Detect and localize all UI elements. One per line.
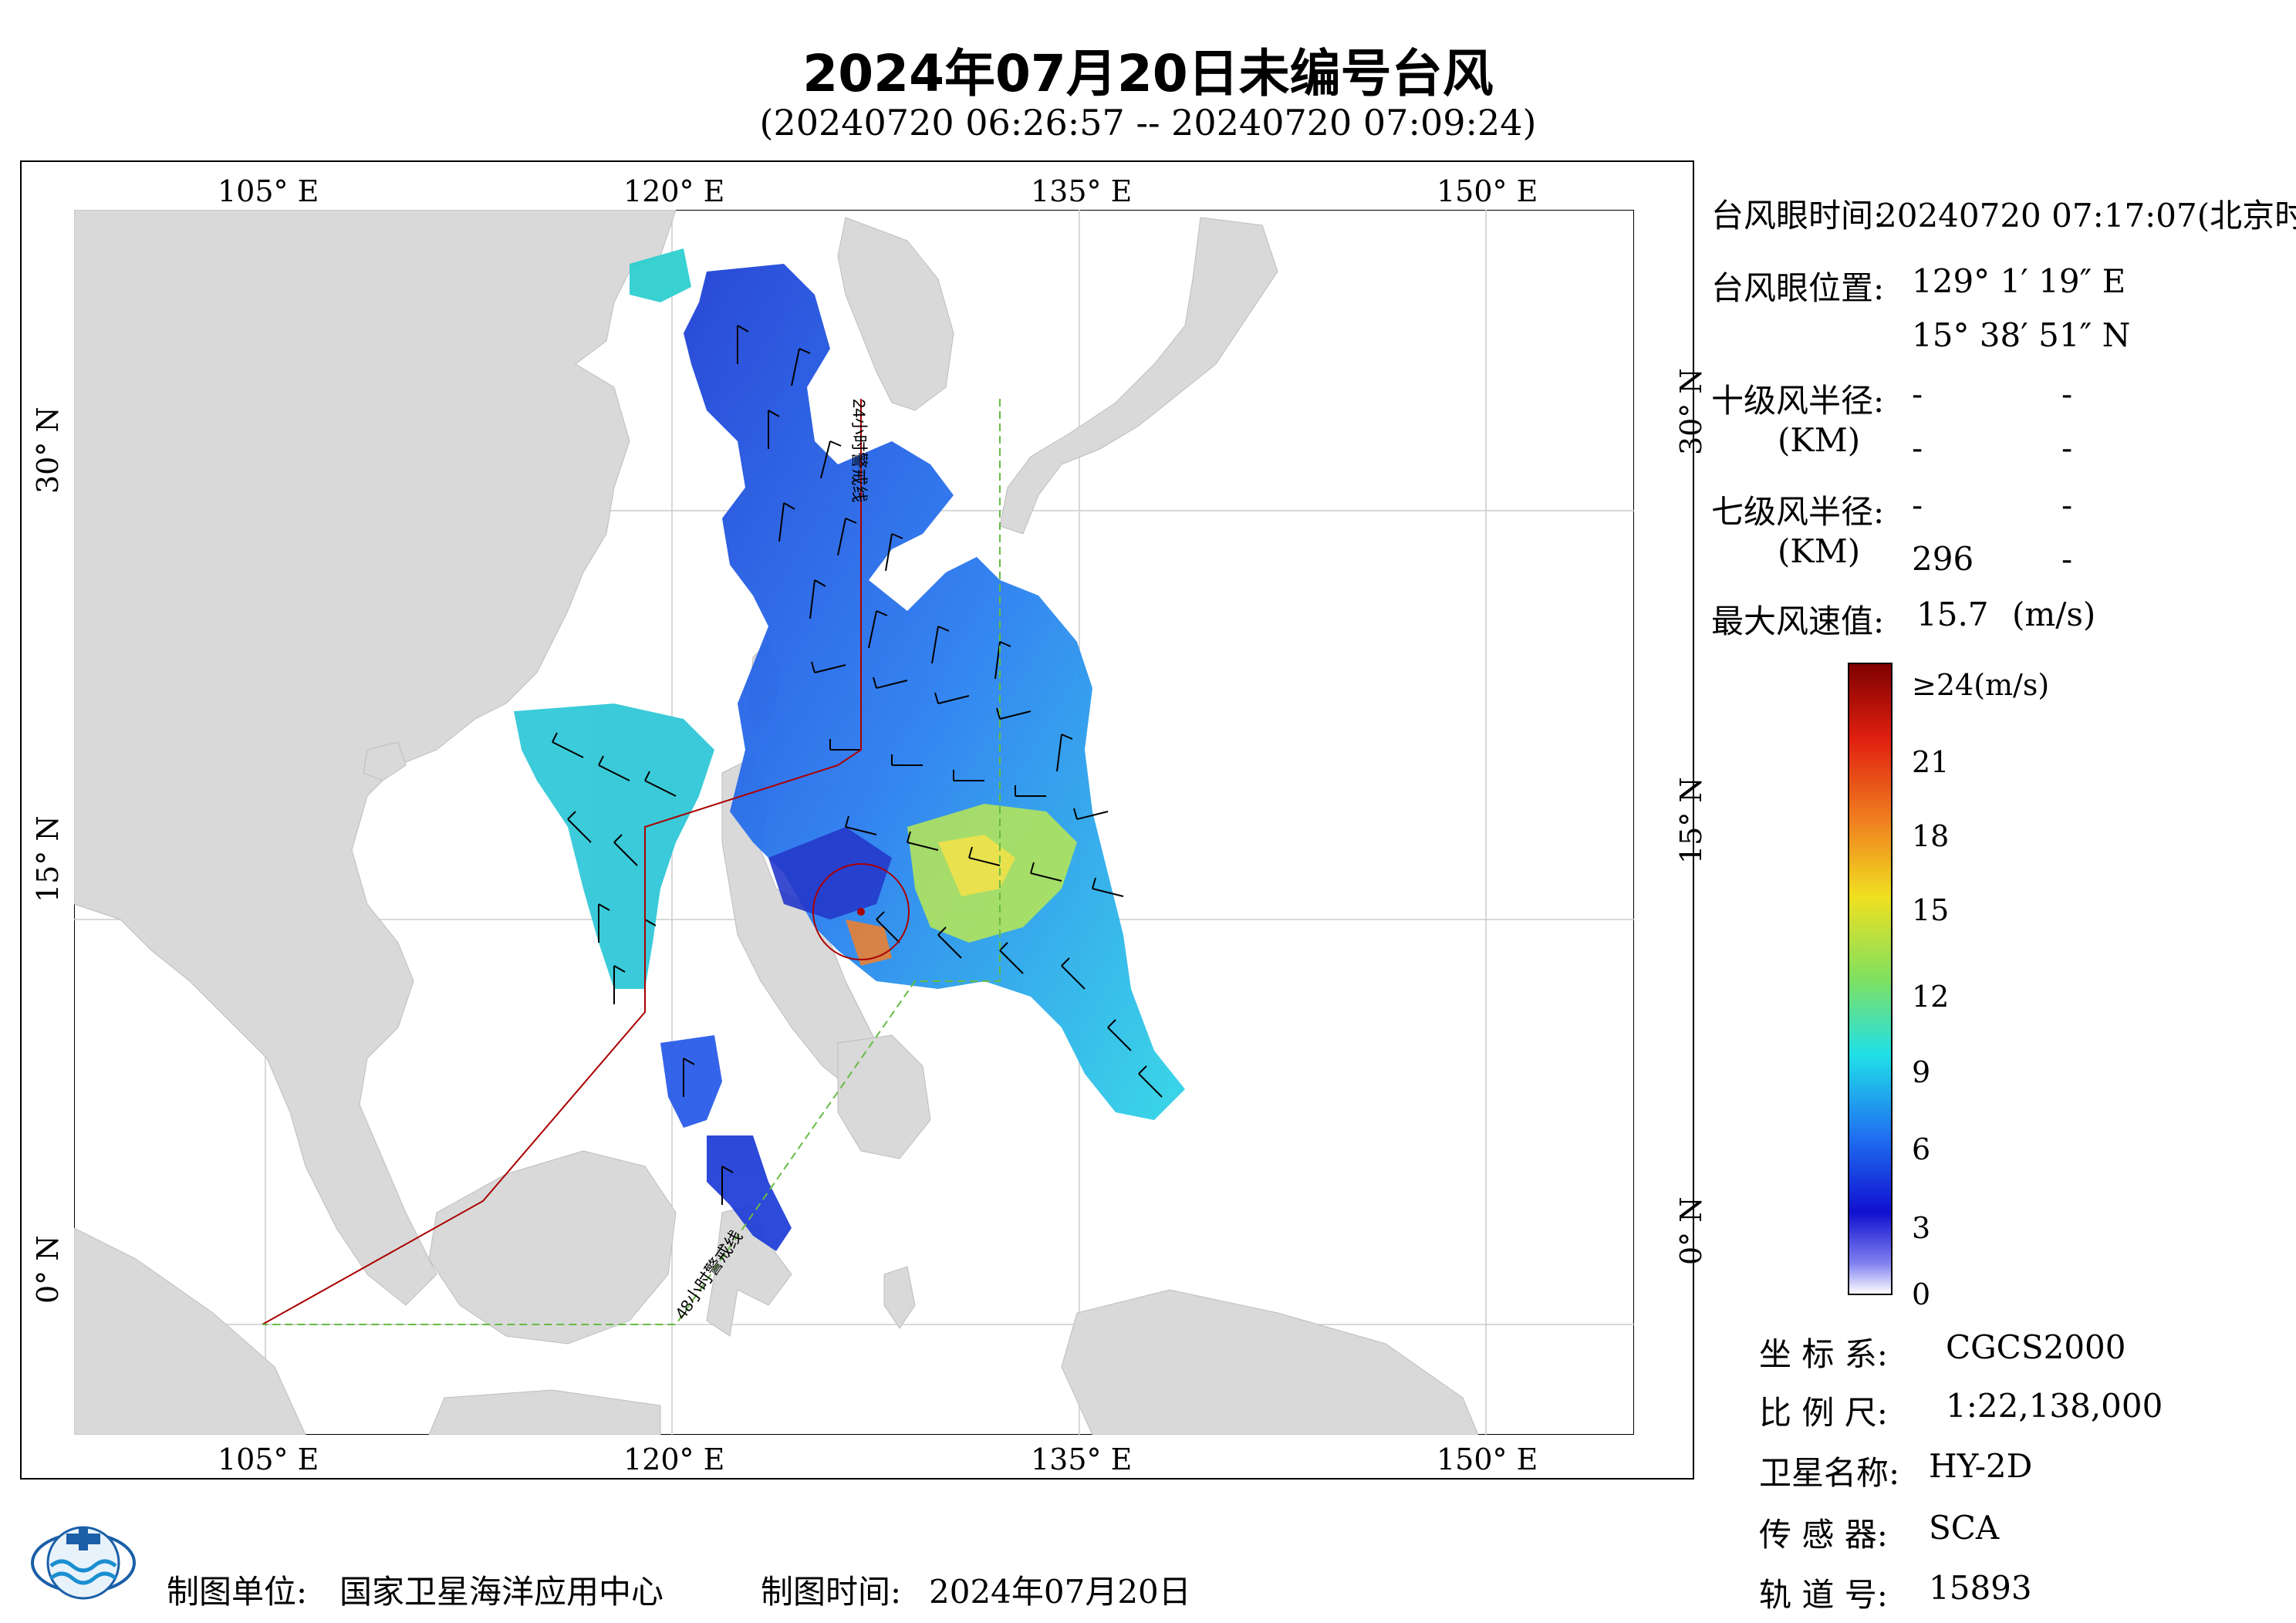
- eye-position-lat: 15° 38′ 51″ N: [1912, 316, 2131, 354]
- typhoon-eye-circle: [812, 863, 910, 960]
- colorbar-top-label: ≥24(m/s): [1912, 668, 2050, 702]
- r7-row1-b: -: [2061, 486, 2073, 524]
- map-title: 2024年07月20日未编号台风: [802, 44, 1494, 103]
- r7-unit: (KM): [1778, 532, 1861, 570]
- colorbar-tick-18: 18: [1912, 819, 1950, 853]
- colorbar-tick-9: 9: [1912, 1055, 1931, 1089]
- r10-unit: (KM): [1778, 421, 1861, 459]
- map-subtitle: (20240720 06:26:57 -- 20240720 07:09:24): [759, 102, 1537, 143]
- r10-row2-a: -: [1912, 429, 1923, 467]
- sensor-label: 传 感 器:: [1759, 1516, 1888, 1554]
- map-frame: [20, 160, 1694, 1480]
- orbit-label: 轨 道 号:: [1759, 1576, 1888, 1614]
- scale-value: 1:22,138,000: [1946, 1387, 2163, 1425]
- lat-label-left-0: 0° N: [31, 1235, 65, 1304]
- sensor-value: SCA: [1929, 1509, 2000, 1547]
- coord-system-label: 坐 标 系:: [1759, 1335, 1888, 1373]
- map-date-label: 制图时间:: [761, 1573, 902, 1611]
- r7-label: 七级风半径:: [1711, 493, 1885, 531]
- r7-row2-a: 296: [1912, 540, 1974, 578]
- wind-swath: [514, 248, 1185, 1251]
- colorbar-tick-3: 3: [1912, 1211, 1931, 1245]
- warning-line-24h: [262, 399, 862, 1325]
- eye-time-value: 20240720 07:17:07(北京时): [1876, 197, 2296, 235]
- r10-row1-a: -: [1912, 375, 1923, 413]
- r10-row2-b: -: [2061, 429, 2073, 467]
- wind-barbs: [552, 325, 1163, 1205]
- lon-label-bottom-120: 120° E: [623, 1442, 725, 1476]
- satellite-label: 卫星名称:: [1759, 1454, 1900, 1492]
- typhoon-eye-marker: [857, 908, 865, 916]
- lon-label-top-135: 135° E: [1031, 174, 1133, 208]
- r7-row1-a: -: [1912, 486, 1923, 524]
- colorbar-tick-0: 0: [1912, 1277, 1931, 1311]
- land: [74, 210, 1479, 1435]
- typhoon-wind-map: 24小时警戒线 48小时警戒线: [74, 210, 1634, 1435]
- lat-label-right-30: 30° N: [1674, 368, 1708, 455]
- warning-line-24h-label: 24小时警戒线: [849, 399, 869, 502]
- lon-label-top-120: 120° E: [623, 174, 725, 208]
- lon-label-bottom-135: 135° E: [1031, 1442, 1133, 1476]
- colorbar-tick-6: 6: [1912, 1132, 1931, 1166]
- eye-time-label: 台风眼时间:: [1711, 197, 1885, 235]
- lon-label-top-105: 105° E: [218, 174, 319, 208]
- eye-position-label: 台风眼位置:: [1711, 269, 1885, 307]
- lat-label-right-0: 0° N: [1674, 1196, 1708, 1265]
- lon-label-top-150: 150° E: [1437, 174, 1538, 208]
- map-date-value: 2024年07月20日: [929, 1573, 1191, 1611]
- lat-label-right-15: 15° N: [1674, 777, 1708, 864]
- coord-system-value: CGCS2000: [1946, 1328, 2126, 1366]
- colorbar-tick-12: 12: [1912, 980, 1950, 1014]
- producer-value: 国家卫星海洋应用中心: [339, 1573, 664, 1611]
- colorbar-tick-21: 21: [1912, 745, 1950, 779]
- max-wind-label: 最大风速值:: [1711, 602, 1885, 640]
- scale-label: 比 例 尺:: [1759, 1394, 1888, 1432]
- r10-label: 十级风半径:: [1711, 382, 1885, 420]
- lon-label-bottom-150: 150° E: [1437, 1442, 1538, 1476]
- warning-line-48h: [262, 399, 1001, 1325]
- r7-row2-b: -: [2061, 540, 2073, 578]
- orbit-value: 15893: [1929, 1569, 2032, 1607]
- satellite-value: HY-2D: [1929, 1447, 2033, 1485]
- max-wind-value: 15.7: [1916, 596, 1989, 633]
- max-wind-unit: (m/s): [2012, 596, 2096, 633]
- lon-label-bottom-105: 105° E: [218, 1442, 319, 1476]
- lat-label-left-15: 15° N: [31, 815, 65, 903]
- r10-row1-b: -: [2061, 375, 2073, 413]
- wind-speed-colorbar: [1848, 663, 1893, 1295]
- producer-label: 制图单位:: [167, 1573, 308, 1611]
- nsoas-logo-icon: [31, 1526, 136, 1600]
- colorbar-tick-15: 15: [1912, 893, 1950, 927]
- lat-label-left-30: 30° N: [31, 407, 65, 494]
- eye-position-lon: 129° 1′ 19″ E: [1912, 262, 2126, 300]
